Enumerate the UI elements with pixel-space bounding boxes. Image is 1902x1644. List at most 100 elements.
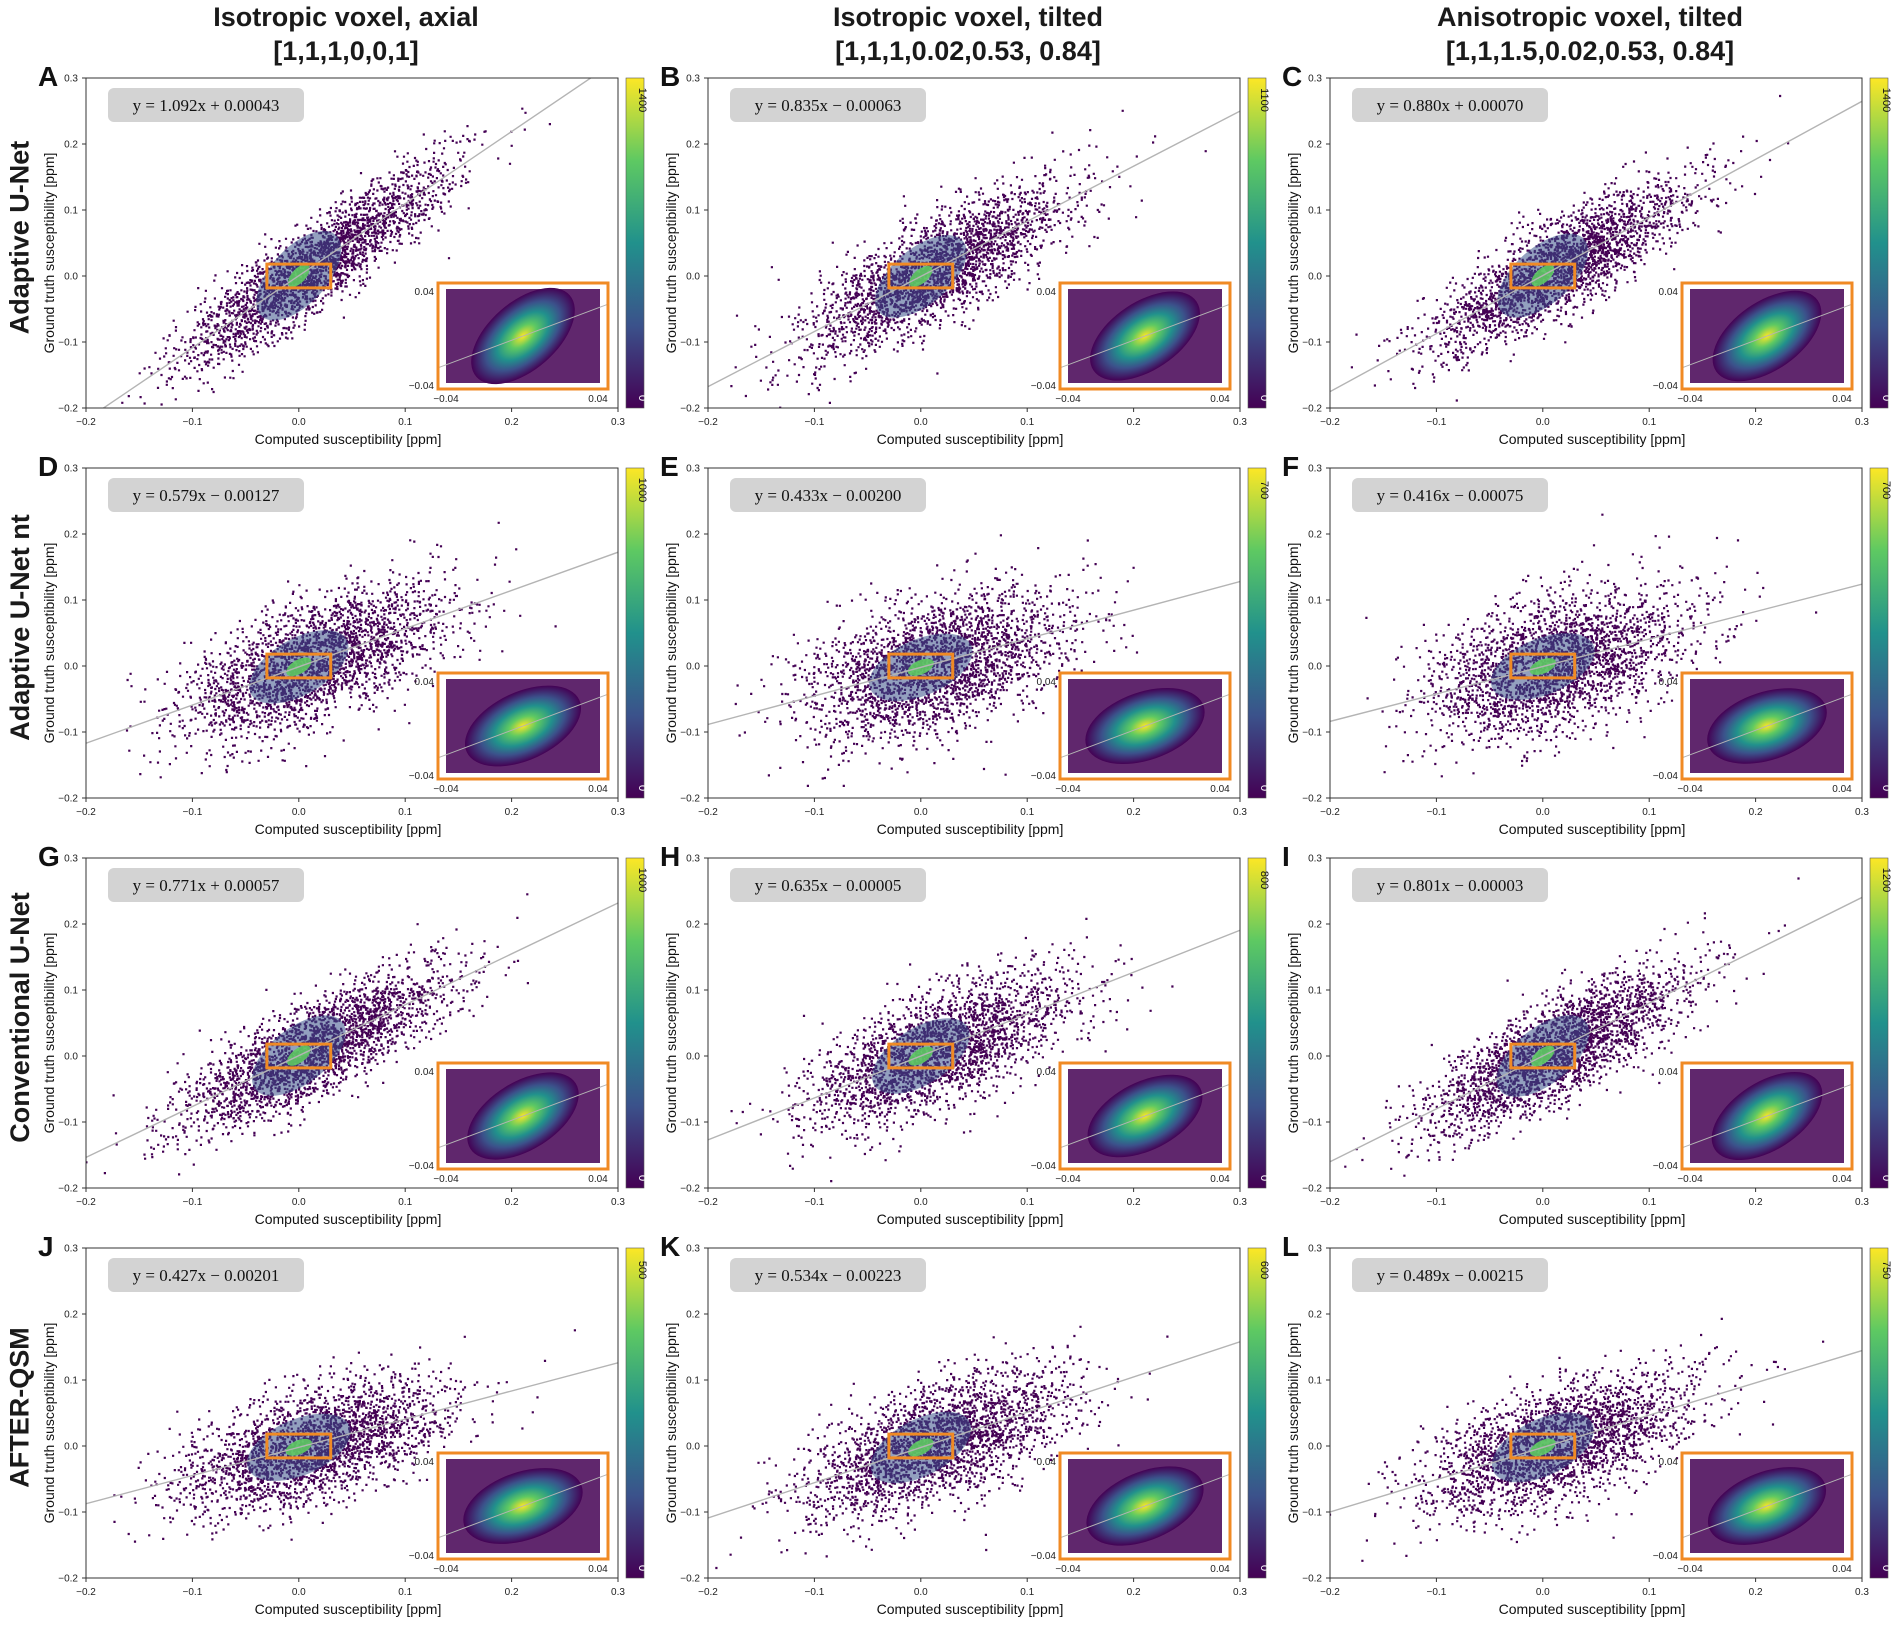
y-tick-label: −0.1 [680, 1508, 700, 1519]
x-axis-label: Computed susceptibility [ppm] [255, 1211, 442, 1227]
regression-equation: y = 0.771x + 0.00057 [133, 876, 280, 895]
y-tick-label: −0.1 [58, 1508, 78, 1519]
inset-zoom: 0.04 −0.04 −0.04 0.04 [1031, 281, 1232, 405]
x-tick-label: 0.0 [1536, 807, 1550, 818]
inset-regression-line [1059, 693, 1231, 759]
axes-frame [85, 857, 619, 1189]
regression-line [708, 580, 1240, 726]
y-axis-label: Ground truth susceptibility [ppm] [663, 543, 679, 744]
x-tick-label: 0.2 [1749, 417, 1763, 428]
axes-frame [1329, 77, 1863, 409]
colorbar-max-label: 1200 [1880, 868, 1892, 892]
inset-regression-line [1681, 303, 1853, 369]
colorbar-min-label: 0 [636, 785, 648, 791]
y-tick-label: 0.2 [1308, 140, 1322, 151]
colorbar-gradient [1869, 857, 1889, 1189]
column-title-line2: [1,1,1.5,0.02,0.53, 0.84] [1445, 36, 1735, 66]
x-tick-label: −0.2 [1320, 1587, 1340, 1598]
x-tick-label: −0.2 [1320, 417, 1340, 428]
inset-frame [1680, 281, 1854, 391]
y-tick-label: 0.1 [686, 1376, 700, 1387]
panel-letter: D [38, 451, 58, 482]
y-tick-label: 0.0 [64, 1442, 78, 1453]
inset-y-tick-min: −0.04 [1031, 1161, 1057, 1172]
x-tick-label: 0.0 [914, 417, 928, 428]
colorbar-min-label: 0 [636, 1175, 648, 1181]
y-tick-label: 0.1 [1308, 596, 1322, 607]
axes-frame [1329, 467, 1863, 799]
inset-y-tick-max: 0.04 [1037, 1457, 1057, 1468]
x-tick-label: 0.2 [1749, 1587, 1763, 1598]
y-tick-label: 0.0 [686, 272, 700, 283]
zoom-box [265, 1042, 333, 1070]
y-tick-label: −0.2 [58, 794, 78, 805]
inset-regression-line [1681, 693, 1853, 759]
regression-line [708, 929, 1240, 1141]
regression-line [86, 902, 618, 1159]
y-tick-label: 0.0 [686, 662, 700, 673]
y-tick-label: −0.1 [680, 338, 700, 349]
x-tick-label: 0.0 [292, 417, 306, 428]
inset-y-tick-max: 0.04 [415, 287, 435, 298]
panel-letter: G [38, 841, 60, 872]
inset-frame [1058, 1061, 1232, 1171]
y-tick-label: 0.2 [1308, 1310, 1322, 1321]
x-axis-label: Computed susceptibility [ppm] [255, 821, 442, 837]
y-tick-label: 0.2 [686, 140, 700, 151]
x-tick-label: −0.1 [1427, 1197, 1447, 1208]
y-axis-label: Ground truth susceptibility [ppm] [1285, 153, 1301, 354]
x-tick-label: 0.1 [398, 1587, 412, 1598]
equation-box [730, 88, 926, 122]
zoom-box [887, 1042, 955, 1070]
y-tick-label: −0.1 [1302, 338, 1322, 349]
axes-frame [707, 1247, 1241, 1579]
regression-equation: y = 0.433x − 0.00200 [755, 486, 902, 505]
x-axis-label: Computed susceptibility [ppm] [877, 821, 1064, 837]
regression-equation: y = 0.635x − 0.00005 [755, 876, 902, 895]
y-tick-label: 0.2 [64, 530, 78, 541]
y-tick-label: 0.3 [1308, 854, 1322, 865]
axes-frame [707, 77, 1241, 409]
inset-regression-line [437, 693, 609, 759]
x-tick-label: −0.1 [1427, 807, 1447, 818]
zoom-box [1509, 652, 1577, 680]
x-tick-label: 0.2 [505, 1587, 519, 1598]
y-tick-label: 0.3 [64, 464, 78, 475]
regression-equation: y = 0.489x − 0.00215 [1377, 1266, 1524, 1285]
y-tick-label: −0.1 [680, 728, 700, 739]
colorbar: 800 0 [1247, 857, 1270, 1189]
x-axis-label: Computed susceptibility [ppm] [877, 1601, 1064, 1617]
y-tick-label: 0.0 [64, 662, 78, 673]
scatter-cloud [1330, 1317, 1825, 1562]
zoom-box [1509, 1042, 1577, 1070]
x-tick-label: 0.2 [1127, 807, 1141, 818]
colorbar-gradient [1247, 77, 1267, 409]
colorbar: 1200 0 [1869, 857, 1892, 1189]
y-tick-label: 0.3 [1308, 464, 1322, 475]
x-tick-label: 0.3 [1233, 1587, 1247, 1598]
y-tick-label: 0.2 [686, 1310, 700, 1321]
x-tick-label: −0.2 [1320, 807, 1340, 818]
x-tick-label: −0.2 [76, 807, 96, 818]
colorbar-min-label: 0 [636, 395, 648, 401]
colorbar-min-label: 0 [1880, 395, 1892, 401]
colorbar-min-label: 0 [1880, 785, 1892, 791]
regression-equation: y = 0.427x − 0.00201 [133, 1266, 280, 1285]
x-tick-label: −0.2 [698, 807, 718, 818]
x-tick-label: 0.2 [505, 417, 519, 428]
inset-regression-line [1059, 1083, 1231, 1149]
inset-regression-line [1681, 1473, 1853, 1539]
column-title-line1: Isotropic voxel, tilted [832, 2, 1104, 32]
scatter-panel-A: −0.2 −0.1 0.0 0.1 0.2 0.3 −0.2 −0.1 0.0 0.1 0.2 0.3… [38, 61, 648, 447]
inset-frame [1058, 671, 1232, 781]
inset-x-tick-max: 0.04 [1210, 1174, 1230, 1185]
inset-frame [1680, 1061, 1854, 1171]
axes-frame [85, 77, 619, 409]
y-tick-label: 0.1 [686, 986, 700, 997]
regression-equation: y = 1.092x + 0.00043 [133, 96, 280, 115]
inset-y-tick-max: 0.04 [1659, 287, 1679, 298]
x-tick-label: 0.1 [1642, 807, 1656, 818]
y-tick-label: 0.0 [686, 1442, 700, 1453]
inset-zoom: 0.04 −0.04 −0.04 0.04 [1031, 1061, 1232, 1185]
x-tick-label: 0.1 [1642, 1197, 1656, 1208]
